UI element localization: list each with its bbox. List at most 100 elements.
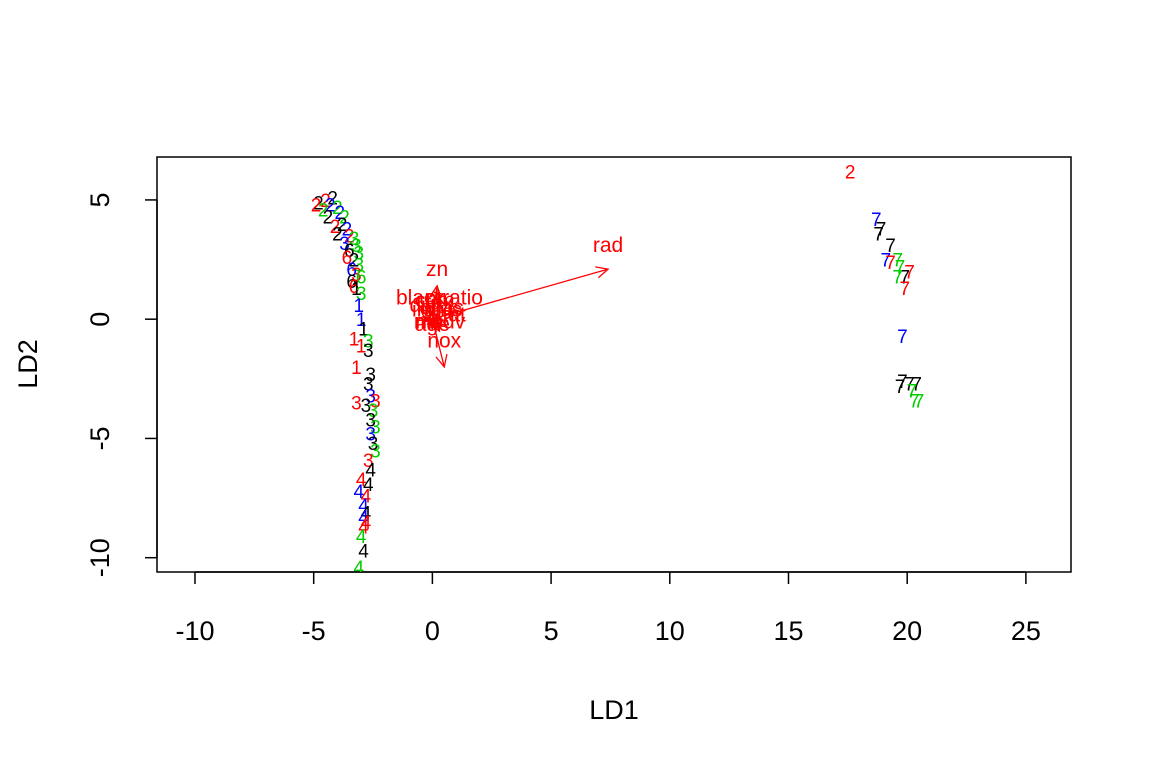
data-point: 1 — [351, 279, 362, 300]
loading-label: ptratio — [425, 287, 483, 310]
data-point: 2 — [335, 203, 346, 224]
loading-arrow-head — [426, 316, 439, 331]
data-point: 6 — [356, 267, 367, 288]
data-point: 2 — [344, 227, 355, 248]
data-point: 7 — [904, 262, 915, 283]
data-point: 4 — [354, 558, 365, 579]
data-point: 1 — [358, 320, 369, 341]
data-point: 3 — [365, 387, 376, 408]
loading-label: black — [396, 287, 446, 310]
loading-arrow — [432, 268, 609, 320]
data-point: 7 — [892, 267, 903, 288]
loading-arrow — [431, 318, 441, 332]
loading-arrow-head — [433, 315, 448, 328]
data-point: 4 — [354, 482, 365, 503]
data-point: 1 — [349, 329, 360, 350]
loading-arrow-head — [595, 266, 610, 279]
data-point: 7 — [911, 375, 922, 396]
loading-label: crim — [415, 289, 455, 312]
data-point: 7 — [871, 210, 882, 231]
data-point: 3 — [365, 425, 376, 446]
data-point: 3 — [365, 410, 376, 431]
data-point: 7 — [892, 251, 903, 272]
data-point: 1 — [356, 336, 367, 357]
data-point: 7 — [885, 253, 896, 274]
data-point: 3 — [368, 434, 379, 455]
loading-label: rad — [593, 234, 623, 257]
data-point: 7 — [904, 375, 915, 396]
x-axis-title: LD1 — [589, 695, 639, 725]
data-point: 7 — [895, 258, 906, 279]
data-point: 4 — [358, 496, 369, 517]
x-tick-label: 20 — [892, 616, 922, 646]
loading-arrow-head — [429, 284, 442, 299]
data-point: 1 — [351, 358, 362, 379]
data-point: 3 — [351, 394, 362, 415]
data-point: 7 — [914, 391, 925, 412]
loading-label: medv — [414, 311, 466, 334]
data-point: 7 — [873, 224, 884, 245]
data-point: 7 — [897, 327, 908, 348]
data-point: 2 — [845, 162, 856, 183]
x-tick-label: 0 — [425, 616, 440, 646]
data-point: 2 — [318, 200, 329, 221]
data-point: 1 — [354, 296, 365, 317]
data-point: 2 — [332, 198, 343, 219]
data-point: 6 — [349, 277, 360, 298]
data-point: 7 — [881, 251, 892, 272]
data-point: 2 — [330, 217, 341, 238]
y-axis-title: LD2 — [13, 339, 43, 389]
data-point: 2 — [313, 193, 324, 214]
y-tick-label: -10 — [85, 538, 115, 577]
data-point: 1 — [356, 310, 367, 331]
x-tick-label: 15 — [773, 616, 803, 646]
data-point: 7 — [897, 372, 908, 393]
data-point: 3 — [351, 236, 362, 257]
data-point: 4 — [361, 503, 372, 524]
loading-arrow-head — [440, 309, 456, 322]
data-point: 3 — [370, 391, 381, 412]
x-axis: -10 -5 0 5 10 15 20 25 — [175, 571, 1041, 646]
data-point: 4 — [363, 475, 374, 496]
x-tick-label: 25 — [1011, 616, 1041, 646]
data-point: 3 — [349, 229, 360, 250]
arrows-layer: radznnoxptratioblacktaxdiscriminduschasl… — [396, 234, 623, 369]
loading-label: zn — [426, 258, 448, 281]
loading-arrow-head — [428, 318, 441, 333]
data-point: 3 — [363, 341, 374, 362]
data-point: 6 — [346, 260, 357, 281]
data-point: 3 — [356, 284, 367, 305]
x-tick-label: 10 — [655, 616, 685, 646]
data-point: 3 — [365, 365, 376, 386]
loading-label: indus — [412, 299, 462, 322]
y-tick-label: 0 — [85, 312, 115, 327]
data-point: 2 — [325, 196, 336, 217]
data-point: 7 — [885, 236, 896, 257]
data-point: 2 — [337, 215, 348, 236]
data-point: 4 — [358, 542, 369, 563]
data-point: 2 — [342, 220, 353, 241]
data-point: 7 — [895, 377, 906, 398]
data-point: 3 — [368, 401, 379, 422]
data-point: 4 — [365, 460, 376, 481]
data-point: 7 — [900, 279, 911, 300]
data-point: 4 — [358, 518, 369, 539]
data-point: 4 — [358, 508, 369, 529]
data-point: 2 — [339, 208, 350, 229]
y-axis: -10 -5 0 5 — [85, 192, 158, 577]
loading-label: nox — [427, 330, 461, 353]
data-point: 3 — [363, 332, 374, 353]
data-point: 3 — [370, 441, 381, 462]
x-tick-label: -5 — [302, 616, 326, 646]
data-point: 4 — [361, 487, 372, 508]
y-tick-label: -5 — [85, 426, 115, 450]
data-point: 2 — [320, 191, 331, 212]
data-point: 2 — [349, 251, 360, 272]
x-tick-label: -10 — [175, 616, 214, 646]
data-point: 3 — [354, 243, 365, 264]
y-tick-label: 5 — [85, 192, 115, 207]
data-point: 4 — [356, 527, 367, 548]
data-point: 3 — [363, 375, 374, 396]
